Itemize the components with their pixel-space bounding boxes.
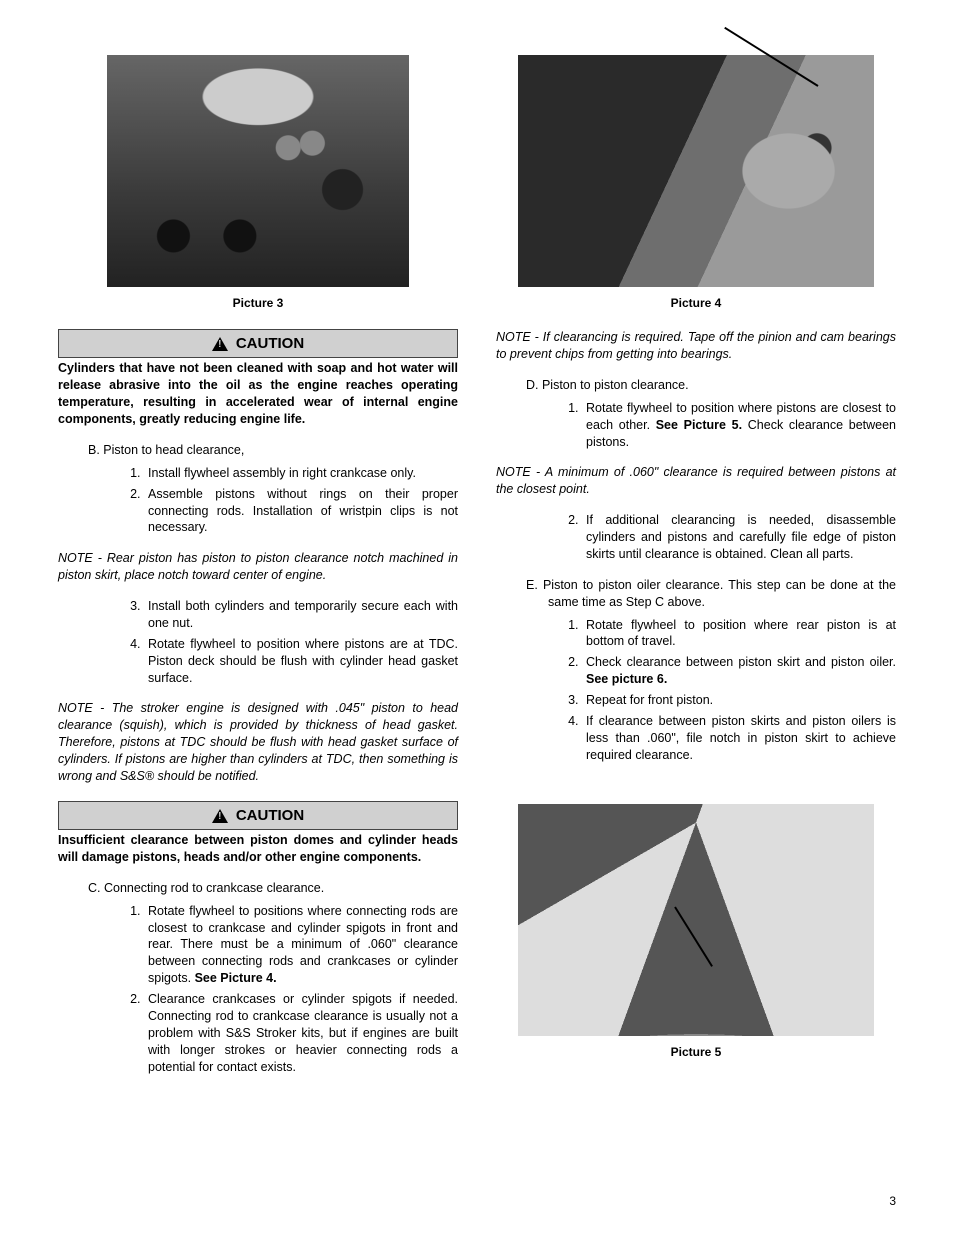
step-b2: Assemble pistons without rings on their … xyxy=(144,486,458,537)
caution-2-body: Insufficient clearance between piston do… xyxy=(58,832,458,866)
step-e3: Repeat for front piston. xyxy=(582,692,896,709)
caution-1-body: Cylinders that have not been cleaned wit… xyxy=(58,360,458,428)
step-e4: If clearance between piston skirts and p… xyxy=(582,713,896,764)
picture-5-caption: Picture 5 xyxy=(496,1044,896,1060)
note-b-a: NOTE - Rear piston has piston to piston … xyxy=(58,550,458,584)
section-d-heading: D. Piston to piston clearance. xyxy=(526,377,896,394)
step-d2: If additional clearancing is needed, dis… xyxy=(582,512,896,563)
picture-4-image xyxy=(518,55,874,287)
caution-box-1: CAUTION xyxy=(58,329,458,358)
step-e2: Check clearance between piston skirt and… xyxy=(582,654,896,688)
step-b4: Rotate flywheel to position where piston… xyxy=(144,636,458,687)
caution-1-label: CAUTION xyxy=(236,334,304,354)
step-e2-text: Check clearance between piston skirt and… xyxy=(586,655,896,669)
figure-3: Picture 3 xyxy=(58,55,458,311)
picture-4-caption: Picture 4 xyxy=(496,295,896,311)
figure-4: Picture 4 xyxy=(496,55,896,311)
figure-5: Picture 5 xyxy=(496,804,896,1060)
section-b-list-1: Install flywheel assembly in right crank… xyxy=(136,465,458,537)
step-b1: Install flywheel assembly in right crank… xyxy=(144,465,458,482)
step-c1: Rotate flywheel to positions where conne… xyxy=(144,903,458,987)
note-d-top: NOTE - If clearancing is required. Tape … xyxy=(496,329,896,363)
warning-icon xyxy=(212,337,228,351)
note-d-mid: NOTE - A minimum of .060" clearance is r… xyxy=(496,464,896,498)
page-columns: Picture 3 CAUTION Cylinders that have no… xyxy=(58,55,896,1079)
picture-3-caption: Picture 3 xyxy=(58,295,458,311)
section-b-list-2: Install both cylinders and temporarily s… xyxy=(136,598,458,686)
page-number: 3 xyxy=(889,1193,896,1209)
section-e-list: Rotate flywheel to position where rear p… xyxy=(574,617,896,764)
step-c2: Clearance crankcases or cylinder spigots… xyxy=(144,991,458,1075)
see-picture-5: See Picture 5. xyxy=(656,418,742,432)
left-column: Picture 3 CAUTION Cylinders that have no… xyxy=(58,55,458,1079)
section-c-list: Rotate flywheel to positions where conne… xyxy=(136,903,458,1076)
see-picture-4: See Picture 4. xyxy=(195,971,277,985)
picture-3-image xyxy=(107,55,409,287)
picture-5-image xyxy=(518,804,874,1036)
section-e-heading: E. Piston to piston oiler clearance. Thi… xyxy=(526,577,896,611)
warning-icon xyxy=(212,809,228,823)
step-b3: Install both cylinders and temporarily s… xyxy=(144,598,458,632)
step-d1: Rotate flywheel to position where piston… xyxy=(582,400,896,451)
right-column: Picture 4 NOTE - If clearancing is requi… xyxy=(496,55,896,1079)
caution-2-label: CAUTION xyxy=(236,806,304,826)
see-picture-6: See picture 6. xyxy=(586,672,667,686)
section-d-list-1: Rotate flywheel to position where piston… xyxy=(574,400,896,451)
section-d-list-2: If additional clearancing is needed, dis… xyxy=(574,512,896,563)
section-b-heading: B. Piston to head clearance, xyxy=(88,442,458,459)
step-e1: Rotate flywheel to position where rear p… xyxy=(582,617,896,651)
section-c-heading: C. Connecting rod to crankcase clearance… xyxy=(88,880,458,897)
caution-box-2: CAUTION xyxy=(58,801,458,830)
note-b-b: NOTE - The stroker engine is designed wi… xyxy=(58,700,458,784)
